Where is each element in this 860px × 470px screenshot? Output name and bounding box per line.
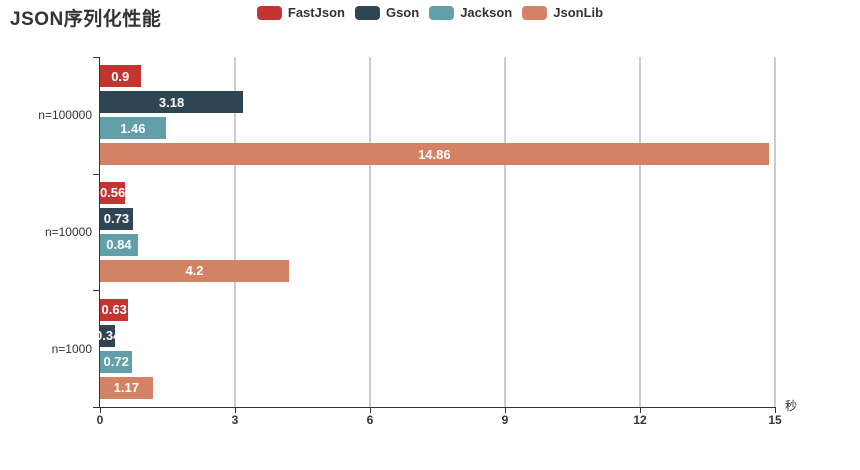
x-tick-label: 3: [231, 413, 239, 427]
y-axis-line: [99, 57, 100, 407]
x-tick-label: 12: [633, 413, 647, 427]
gridline-x-3: [234, 57, 236, 407]
bar-value-label: 3.18: [158, 94, 185, 110]
x-axis-tick: [504, 408, 506, 413]
y-axis-tick: [93, 57, 99, 58]
y-category-label: n=1000: [51, 341, 92, 356]
bar-jsonlib-n=1000[interactable]: 1.17: [100, 376, 153, 399]
legend-item-gson[interactable]: Gson: [354, 5, 420, 20]
x-tick-label: 6: [366, 413, 374, 427]
legend-swatch-icon: [354, 5, 380, 20]
bar-value-label: 14.86: [418, 146, 451, 162]
y-axis-tick: [93, 173, 99, 175]
gridline-x-15: [774, 57, 776, 407]
bar-value-label: 0.56: [99, 185, 126, 201]
bar-jackson-n=10000[interactable]: 0.84: [100, 233, 138, 256]
y-category-label: n=100000: [38, 108, 92, 123]
bar-value-label: 0.73: [103, 211, 130, 227]
x-axis-line: [99, 407, 776, 408]
legend-swatch-icon: [429, 5, 455, 20]
legend: FastJson Gson Jackson JsonLib: [0, 5, 860, 20]
bar-gson-n=1000[interactable]: 0.34: [95, 324, 120, 347]
legend-label: Gson: [385, 5, 420, 20]
y-category-label: n=10000: [44, 225, 92, 239]
legend-item-jackson[interactable]: Jackson: [429, 5, 512, 20]
legend-label: FastJson: [287, 5, 345, 20]
bar-value-label: 4.2: [185, 263, 204, 279]
x-axis-tick: [234, 408, 236, 413]
bar-fastjson-n=100000[interactable]: 0.9: [100, 65, 141, 88]
bar-value-label: 0.84: [106, 237, 132, 253]
bar-jsonlib-n=100000[interactable]: 14.86: [100, 143, 769, 166]
legend-label: JsonLib: [553, 5, 604, 20]
bar-gson-n=10000[interactable]: 0.73: [100, 207, 133, 230]
x-axis-tick: [639, 408, 641, 413]
bar-fastjson-n=10000[interactable]: 0.56: [99, 181, 126, 204]
bar-group-n=10000: 0.56 0.73 0.84 4.2: [100, 174, 775, 291]
legend-swatch-icon: [522, 5, 548, 20]
bar-group-n=100000: 0.9 3.18 1.46 14.86: [100, 57, 775, 174]
legend-label: Jackson: [460, 5, 513, 20]
bar-value-label: 1.46: [120, 120, 146, 136]
x-axis-tick: [369, 408, 371, 413]
bar-group-n=1000: 0.63 0.34 0.72 1.17: [95, 290, 775, 407]
legend-swatch-icon: [256, 5, 282, 20]
bar-jackson-n=1000[interactable]: 0.72: [100, 350, 133, 373]
x-axis-tick: [774, 408, 776, 413]
legend-item-fastjson[interactable]: FastJson: [256, 5, 345, 20]
y-axis-tick: [93, 407, 99, 408]
gridline-x-9: [504, 57, 506, 407]
x-tick-label: 9: [501, 413, 509, 427]
bar-value-label: 0.9: [111, 68, 130, 84]
x-axis-unit-label: 秒: [785, 399, 798, 413]
plot-area: 0.9 3.18 1.46 14.86 0.56 0.73 0.84 4.2 0.63 0.34 0…: [93, 57, 776, 413]
x-tick-label: 0: [96, 413, 104, 427]
gridline-x-6: [369, 57, 371, 407]
gridline-x-12: [639, 57, 641, 407]
bar-value-label: 0.63: [101, 302, 127, 318]
y-axis-tick: [93, 290, 99, 292]
x-tick-label: 15: [768, 413, 782, 427]
chart-title: JSON序列化性能: [10, 9, 162, 30]
legend-item-jsonlib[interactable]: JsonLib: [522, 5, 603, 20]
bar-value-label: 0.72: [103, 354, 129, 370]
bar-jsonlib-n=10000[interactable]: 4.2: [100, 259, 289, 282]
bar-value-label: 0.34: [95, 328, 121, 344]
bar-jackson-n=100000[interactable]: 1.46: [100, 117, 166, 140]
bar-value-label: 1.17: [113, 380, 139, 396]
bar-fastjson-n=1000[interactable]: 0.63: [100, 298, 129, 321]
bar-gson-n=100000[interactable]: 3.18: [100, 91, 244, 114]
x-axis-tick: [99, 408, 101, 413]
